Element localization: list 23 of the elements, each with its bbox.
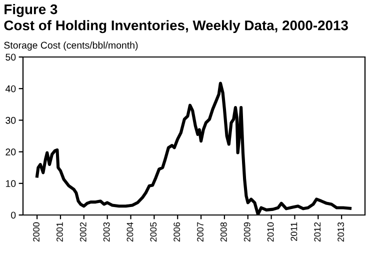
x-tick-label: 2001 — [56, 222, 63, 242]
y-tick-label: 10 — [6, 180, 16, 188]
x-tick-label: 2012 — [314, 222, 321, 242]
x-tick-label: 2007 — [197, 222, 204, 242]
x-tick-label: 2004 — [126, 222, 134, 242]
x-tick-label: 2000 — [33, 222, 40, 242]
x-tick-label: 2010 — [267, 222, 274, 242]
x-tick-label: 2006 — [174, 222, 180, 242]
x-tick-label: 2008 — [220, 222, 227, 242]
x-tick-label: 2003 — [103, 222, 110, 242]
chart-subtitle: Cost of Holding Inventories, Weekly Data, 2000-2013 — [4, 20, 348, 34]
y-axis-title: Storage Cost (cents/bbl/month) — [4, 42, 138, 51]
x-tick-label: 2009 — [244, 222, 250, 242]
x-tick-label: 2011 — [290, 222, 298, 241]
y-tick-label: 50 — [6, 54, 16, 61]
y-tick-label: 0 — [11, 212, 16, 219]
y-tick-label: 20 — [6, 148, 16, 156]
x-tick-label: 2013 — [338, 222, 344, 242]
y-tick-label: 40 — [5, 85, 16, 92]
chart-title: Figure 3 — [4, 4, 58, 18]
y-tick-label: 30 — [6, 116, 16, 124]
x-tick-label: 2005 — [150, 222, 157, 242]
x-tick-label: 2002 — [80, 222, 86, 242]
